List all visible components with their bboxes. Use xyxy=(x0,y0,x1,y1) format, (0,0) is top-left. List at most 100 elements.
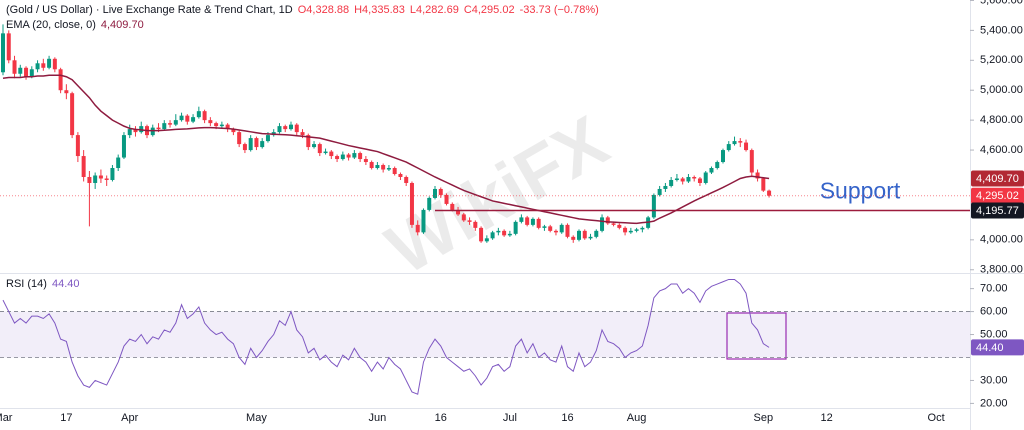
candle-body xyxy=(116,157,121,169)
candle-body xyxy=(726,144,731,151)
y-tick-label: 4,600.00 xyxy=(980,144,1023,156)
candle-body xyxy=(294,124,299,133)
x-tick-label: 17 xyxy=(60,412,72,424)
candle-body xyxy=(444,194,449,204)
candle-body xyxy=(692,176,697,179)
legend-text: EMA (20, close, 0) xyxy=(6,19,96,31)
candle-body xyxy=(703,172,708,183)
candle-body xyxy=(237,132,242,145)
legend-text: 4,409.70 xyxy=(101,19,144,31)
candle-body xyxy=(219,124,224,127)
candle-body xyxy=(162,123,167,130)
candle-body xyxy=(312,144,317,148)
x-tick-label: 16 xyxy=(435,412,447,424)
candle-body xyxy=(536,218,541,228)
candle-body xyxy=(761,178,766,191)
candle-body xyxy=(686,176,691,182)
candle-body xyxy=(738,141,743,143)
rsi-line xyxy=(2,278,770,395)
price-tag-label: 4,195.77 xyxy=(976,205,1019,217)
candle-body xyxy=(571,236,576,240)
legend-text: (Gold / US Dollar) · Live Exchange Rate … xyxy=(6,4,293,16)
candle-body xyxy=(18,67,23,74)
candle-body xyxy=(260,141,265,148)
candle-body xyxy=(179,115,184,121)
candle-body xyxy=(392,168,397,175)
candle-body xyxy=(617,224,622,228)
candle-body xyxy=(352,153,357,158)
candle-body xyxy=(628,230,633,233)
candle-body xyxy=(173,120,178,125)
candle-body xyxy=(496,230,501,233)
candle-body xyxy=(329,151,334,157)
candle-body xyxy=(340,154,345,160)
y-tick-label: 50.00 xyxy=(980,328,1008,340)
candle-body xyxy=(75,135,80,157)
candle-body xyxy=(375,165,380,169)
x-tick-label: Oct xyxy=(928,412,945,424)
candle-body xyxy=(1,33,5,73)
candle-body xyxy=(363,159,368,163)
candle-body xyxy=(24,67,29,77)
candle-body xyxy=(484,238,489,242)
candle-body xyxy=(381,165,386,170)
candle-body xyxy=(202,111,207,121)
candle-body xyxy=(709,168,714,173)
x-tick-label: Aug xyxy=(627,412,647,424)
highlight-box xyxy=(726,312,787,360)
candle-body xyxy=(133,129,138,133)
candle-body xyxy=(415,224,420,233)
candle-body xyxy=(565,224,570,237)
candle-body xyxy=(640,227,645,230)
candle-body xyxy=(127,129,132,136)
candle-body xyxy=(588,236,593,239)
candle-body xyxy=(530,218,535,225)
candle-body xyxy=(767,190,772,196)
candle-body xyxy=(196,111,201,118)
candle-body xyxy=(98,175,103,179)
y-tick-label: 5,000.00 xyxy=(980,84,1023,96)
candle-body xyxy=(300,132,305,136)
candle-body xyxy=(721,150,725,163)
candle-body xyxy=(513,221,518,234)
candle-body xyxy=(52,58,57,70)
candle-body xyxy=(225,124,230,130)
price-tag-label: 4,409.70 xyxy=(976,173,1019,185)
legend-text: RSI (14) xyxy=(6,278,47,290)
candle-body xyxy=(156,127,161,130)
candle-body xyxy=(317,144,322,154)
candle-body xyxy=(548,226,553,231)
y-tick-label: 30.00 xyxy=(980,374,1008,386)
legend-text: 44.40 xyxy=(52,278,80,290)
y-tick-label: 4,000.00 xyxy=(980,234,1023,246)
candle-body xyxy=(70,93,75,136)
legend-text: O4,328.88 xyxy=(298,4,349,16)
candle-body xyxy=(306,135,311,148)
candle-body xyxy=(651,194,656,218)
candle-body xyxy=(715,162,720,169)
candle-body xyxy=(81,156,86,177)
candle-body xyxy=(542,226,547,228)
candle-body xyxy=(248,138,253,151)
y-tick-label: 20.00 xyxy=(980,397,1008,409)
ema-line xyxy=(2,74,770,225)
candle-body xyxy=(553,230,558,233)
candle-body xyxy=(490,232,495,239)
candle-body xyxy=(185,115,190,122)
candle-body xyxy=(110,168,115,180)
y-tick-label: 70.00 xyxy=(980,283,1008,295)
x-tick-label: Sep xyxy=(754,412,774,424)
candle-body xyxy=(208,120,213,124)
candle-body xyxy=(41,63,46,68)
candle-body xyxy=(461,214,466,221)
candle-body xyxy=(398,174,403,177)
candle-body xyxy=(438,188,443,195)
candle-body xyxy=(427,197,432,210)
candle-body xyxy=(104,178,109,180)
candle-body xyxy=(525,217,530,225)
candle-body xyxy=(58,69,63,91)
candle-body xyxy=(519,217,524,222)
price-tag-bg xyxy=(971,187,1024,204)
legend-text: C4,295.02 xyxy=(464,4,515,16)
